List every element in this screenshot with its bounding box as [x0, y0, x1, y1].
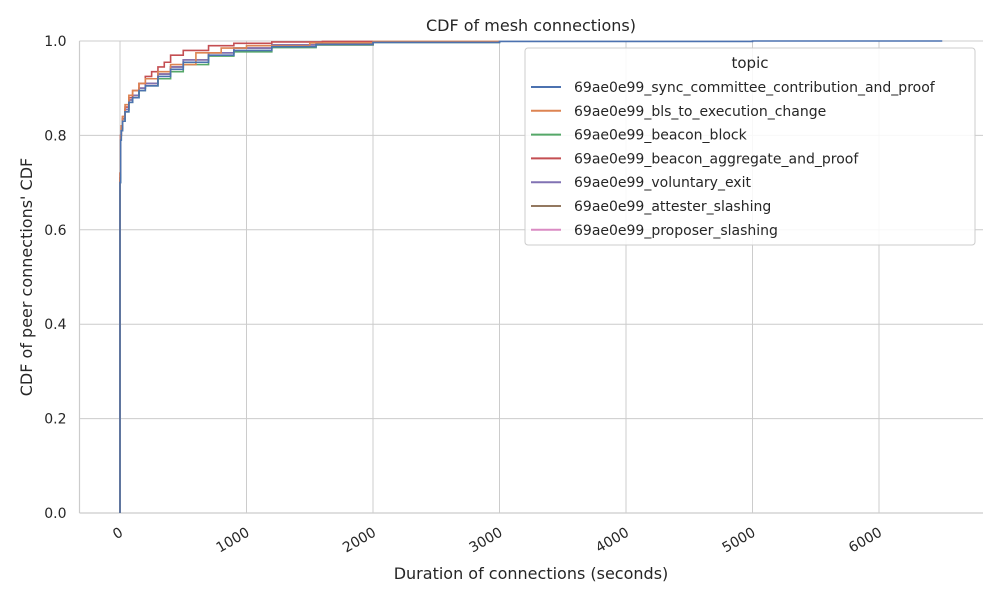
legend-items: 69ae0e99_sync_committee_contribution_and…: [531, 80, 936, 239]
legend-title: topic: [732, 54, 769, 72]
legend-label-69ae0e99_sync_committee_contribution_and_proof: 69ae0e99_sync_committee_contribution_and…: [574, 80, 936, 96]
x-tick-label: 3000: [467, 525, 506, 557]
y-tick-label: 0.2: [44, 412, 66, 428]
y-axis-title: CDF of peer connections' CDF: [17, 158, 36, 396]
x-tick-label: 5000: [720, 525, 759, 557]
legend-label-69ae0e99_attester_slashing: 69ae0e99_attester_slashing: [574, 199, 771, 215]
legend-label-69ae0e99_voluntary_exit: 69ae0e99_voluntary_exit: [574, 175, 751, 191]
axes-spines: [78, 41, 983, 514]
y-tick-label: 0.4: [44, 317, 66, 333]
x-axis-title: Duration of connections (seconds): [394, 564, 669, 583]
x-tick-label: 2000: [340, 525, 379, 557]
x-tick-label: 0: [110, 525, 126, 543]
series-line-69ae0e99_bls_to_execution_change: [119, 40, 501, 513]
legend-label-69ae0e99_bls_to_execution_change: 69ae0e99_bls_to_execution_change: [574, 104, 826, 120]
series-line-69ae0e99_sync_committee_contribution_and_proof: [119, 40, 943, 513]
series-line-69ae0e99_beacon_block: [119, 41, 501, 513]
y-tick-label: 1.0: [44, 34, 66, 50]
chart-title: CDF of mesh connections): [426, 16, 636, 35]
legend: topic 69ae0e99_sync_committee_contributi…: [524, 47, 976, 246]
legend-label-69ae0e99_beacon_block: 69ae0e99_beacon_block: [574, 128, 748, 144]
legend-label-69ae0e99_beacon_aggregate_and_proof: 69ae0e99_beacon_aggregate_and_proof: [574, 151, 859, 167]
x-tick-labels: 0 1000 2000 3000 4000 5000 6000: [110, 525, 885, 557]
series-layer: [119, 40, 943, 513]
x-tick-label: 1000: [214, 525, 253, 557]
legend-box: [524, 47, 976, 246]
x-tick-label: 4000: [593, 525, 632, 557]
legend-label-69ae0e99_proposer_slashing: 69ae0e99_proposer_slashing: [574, 223, 778, 239]
y-tick-label: 0.8: [44, 128, 66, 144]
x-tick-label: 6000: [846, 525, 885, 557]
y-tick-labels: 0.0 0.2 0.4 0.6 0.8 1.0: [44, 34, 66, 522]
y-tick-label: 0.0: [44, 506, 66, 522]
y-tick-label: 0.6: [44, 223, 66, 239]
